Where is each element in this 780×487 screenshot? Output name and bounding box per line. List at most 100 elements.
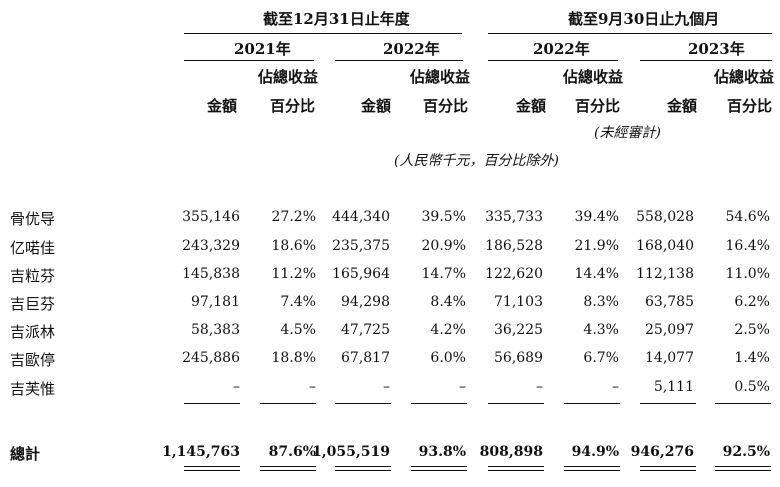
table-cell: 11.2%: [271, 266, 316, 282]
row-label: 吉粒芬: [10, 267, 56, 285]
table-cell: 122,620: [485, 266, 543, 282]
table-cell: 558,028: [636, 209, 694, 225]
col-header-pct1-3: 佔總收益: [563, 68, 624, 86]
table-cell: 18.8%: [271, 350, 316, 366]
year-underline-3: [488, 60, 618, 61]
total-cell: 93.8%: [418, 444, 466, 460]
total-double-underline: [564, 466, 620, 471]
table-cell: 7.4%: [280, 294, 316, 310]
col-header-pct2-3: 百分比: [575, 97, 621, 115]
table-cell: 0.5%: [734, 379, 770, 395]
subtotal-underline: [715, 403, 771, 404]
table-cell: 444,340: [332, 209, 390, 225]
table-cell: 235,375: [332, 238, 390, 254]
subtotal-underline: [184, 403, 240, 404]
year-header-2023-nine: 2023年: [688, 40, 745, 58]
total-cell: 94.9%: [571, 444, 619, 460]
year-underline-2: [335, 60, 463, 61]
year-header-2021: 2021年: [234, 40, 291, 58]
table-cell: 14,077: [645, 350, 694, 366]
table-cell: 11.0%: [725, 266, 770, 282]
table-cell: 355,146: [182, 209, 240, 225]
row-label: 吉芙惟: [10, 380, 56, 398]
table-cell: 8.4%: [430, 294, 466, 310]
col-header-pct2-2: 百分比: [423, 97, 469, 115]
table-cell: 2.5%: [734, 322, 770, 338]
total-double-underline: [335, 466, 391, 471]
table-cell: 168,040: [636, 238, 694, 254]
period-header-year-end: 截至12月31日止年度: [263, 10, 410, 28]
table-cell: 20.9%: [421, 238, 466, 254]
row-label: 亿喏佳: [10, 239, 56, 257]
table-cell: 56,689: [494, 350, 543, 366]
year-underline-4: [640, 60, 772, 61]
table-cell: 6.2%: [734, 294, 770, 310]
total-double-underline: [715, 466, 771, 471]
total-cell: 1,145,763: [162, 444, 240, 460]
col-header-pct2-4: 百分比: [727, 97, 773, 115]
subtotal-underline: [411, 403, 467, 404]
table-cell: 94,298: [341, 294, 390, 310]
col-header-pct2-1: 百分比: [270, 97, 316, 115]
year-header-2022: 2022年: [383, 40, 440, 58]
table-cell: 4.5%: [280, 322, 316, 338]
table-cell: 67,817: [341, 350, 390, 366]
table-cell: –: [309, 379, 316, 395]
table-cell: 58,383: [191, 322, 240, 338]
total-cell: 1,055,519: [312, 444, 390, 460]
col-header-pct1-4: 佔總收益: [714, 68, 775, 86]
table-cell: 4.3%: [583, 322, 619, 338]
table-cell: 18.6%: [271, 238, 316, 254]
total-cell: 87.6%: [268, 444, 316, 460]
table-cell: 14.7%: [421, 266, 466, 282]
table-cell: 39.4%: [574, 209, 619, 225]
table-cell: 71,103: [494, 294, 543, 310]
total-double-underline: [260, 466, 316, 471]
table-cell: 63,785: [645, 294, 694, 310]
total-cell: 92.5%: [722, 444, 770, 460]
table-cell: 1.4%: [734, 350, 770, 366]
col-header-amount-3: 金額: [516, 97, 547, 115]
period-underline-year-end: [184, 33, 462, 34]
unit-note: (人民幣千元，百分比除外): [394, 153, 559, 169]
total-double-underline: [184, 466, 240, 471]
table-cell: 27.2%: [271, 209, 316, 225]
year-underline-1: [184, 60, 314, 61]
table-cell: 14.4%: [574, 266, 619, 282]
table-cell: 243,329: [182, 238, 240, 254]
col-header-pct1-2: 佔總收益: [410, 68, 471, 86]
total-cell: 808,898: [479, 444, 543, 460]
table-cell: 245,886: [182, 350, 240, 366]
total-double-underline: [411, 466, 467, 471]
table-cell: –: [536, 379, 543, 395]
total-double-underline: [488, 466, 544, 471]
row-label: 吉派林: [10, 323, 56, 341]
table-cell: 6.0%: [430, 350, 466, 366]
table-cell: 145,838: [182, 266, 240, 282]
table-cell: –: [459, 379, 466, 395]
col-header-pct1-1: 佔總收益: [258, 68, 319, 86]
table-cell: –: [233, 379, 240, 395]
table-cell: 16.4%: [725, 238, 770, 254]
table-cell: 47,725: [341, 322, 390, 338]
period-underline-nine-months: [488, 33, 772, 34]
table-cell: 21.9%: [574, 238, 619, 254]
table-cell: 97,181: [191, 294, 240, 310]
table-cell: 335,733: [485, 209, 543, 225]
table-cell: –: [383, 379, 390, 395]
row-label: 吉巨芬: [10, 295, 56, 313]
table-cell: 186,528: [485, 238, 543, 254]
total-cell: 946,276: [630, 444, 694, 460]
table-cell: 112,138: [636, 266, 694, 282]
table-cell: 6.7%: [583, 350, 619, 366]
table-cell: 8.3%: [583, 294, 619, 310]
year-header-2022-nine: 2022年: [533, 40, 590, 58]
table-cell: 5,111: [653, 379, 694, 395]
subtotal-underline: [640, 403, 696, 404]
table-cell: 165,964: [332, 266, 390, 282]
table-cell: –: [612, 379, 619, 395]
subtotal-underline: [488, 403, 544, 404]
col-header-amount-4: 金額: [667, 97, 698, 115]
total-double-underline: [640, 466, 696, 471]
subtotal-underline: [260, 403, 316, 404]
